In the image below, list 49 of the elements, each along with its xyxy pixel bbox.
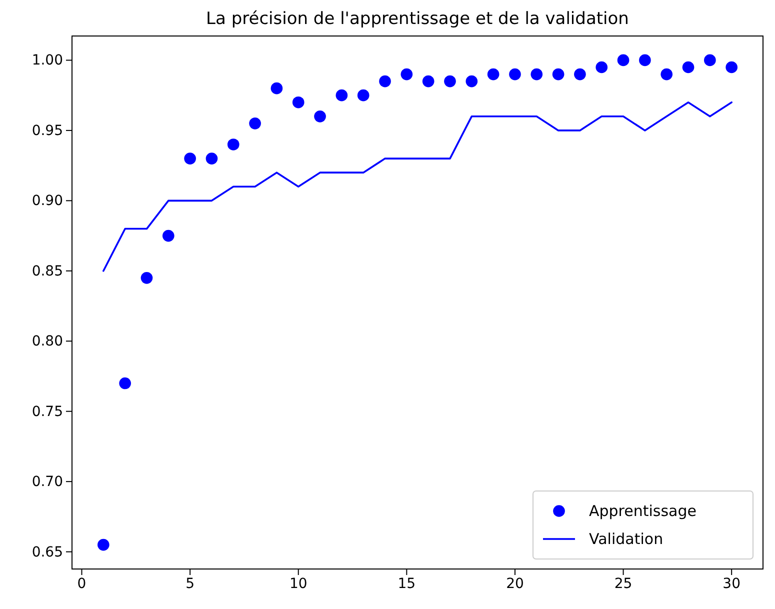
x-tick-label: 5 [186,576,195,592]
point [184,152,196,164]
point [704,54,716,66]
point [509,68,521,80]
point [206,152,218,164]
y-tick-label: 0.75 [32,404,63,420]
point [292,96,304,108]
point [444,75,456,88]
legend-label: Validation [589,530,664,548]
x-tick-label: 15 [398,576,416,592]
point [162,230,174,242]
point [379,75,391,88]
y-tick-label: 0.90 [32,193,63,210]
x-tick-label: 20 [506,576,524,592]
line-series [102,101,732,272]
point [314,110,326,122]
point [227,138,240,150]
point [682,61,694,74]
point [726,61,738,74]
x-tick-label: 0 [77,576,86,592]
x-tick-label: 30 [722,576,741,592]
point [530,68,543,80]
point [140,272,153,284]
point [466,75,478,88]
y-tick-label: 0.85 [32,263,63,280]
legend-label: Apprentissage [589,502,696,520]
point [357,89,370,102]
point [400,68,413,80]
y-tick-label: 0.70 [32,474,63,490]
point [422,75,434,88]
point [639,54,651,66]
point [660,68,673,80]
point [97,538,110,551]
y-tick-label: 0.95 [32,122,63,139]
point [270,82,283,94]
chart-title: La précision de l'apprentissage et de la validation [206,9,629,29]
point [249,118,261,130]
x-tick-label: 25 [614,576,632,592]
y-tick-label: 0.80 [32,334,63,350]
x-tick-label: 10 [289,576,308,592]
point [617,54,630,66]
point [574,68,586,80]
point [487,68,500,80]
point [336,89,348,102]
y-tick-label: 1.00 [32,52,63,69]
y-tick-label: 0.65 [32,544,63,560]
point [596,61,608,74]
point [119,377,131,390]
point [552,68,564,80]
